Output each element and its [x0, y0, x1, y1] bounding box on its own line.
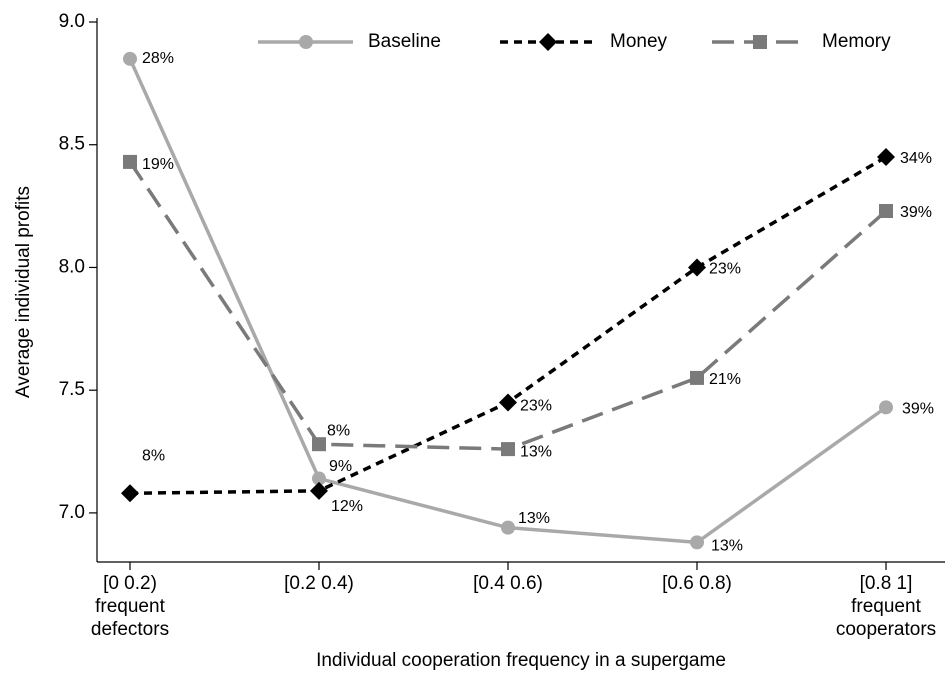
point-label: 9% [329, 458, 352, 475]
x-axis-label: Individual cooperation frequency in a su… [316, 650, 726, 671]
point [312, 437, 326, 452]
point-label: 21% [709, 371, 741, 388]
point [879, 400, 893, 415]
point [310, 481, 328, 500]
point [123, 154, 137, 169]
point-label: 23% [709, 261, 741, 278]
point [877, 148, 895, 166]
legend-label: Money [610, 31, 668, 52]
point [499, 393, 517, 412]
point-label: 39% [900, 204, 932, 221]
point-label: 13% [518, 510, 550, 527]
point [312, 471, 326, 486]
x-tick-label: [0.4 0.6) [473, 573, 543, 594]
point [501, 520, 515, 535]
y-tick-label: 8.0 [59, 256, 85, 277]
series-line [128, 58, 888, 545]
point [501, 442, 515, 457]
point-label: 13% [711, 538, 743, 555]
point-label: 23% [520, 398, 552, 415]
point-label: 12% [331, 498, 363, 515]
point-label: 19% [142, 156, 174, 173]
legend-marker [753, 35, 767, 49]
y-tick-label: 8.5 [59, 134, 85, 155]
point [121, 484, 139, 503]
point-label: 39% [902, 401, 934, 418]
point-label: 28% [142, 50, 174, 67]
point [690, 370, 704, 385]
y-axis-label: Average individual profits [13, 186, 34, 398]
x-tick-label: [0.8 1] frequent cooperators [836, 573, 936, 640]
x-tick-label: [0.2 0.4) [284, 573, 354, 594]
legend-marker [299, 35, 313, 49]
legend-label: Memory [822, 31, 891, 52]
legend-marker [539, 33, 557, 51]
x-tick-label: [0.6 0.8) [662, 573, 732, 594]
point-label: 8% [327, 422, 350, 439]
y-tick-label: 7.0 [59, 502, 85, 523]
x-tick-label: [0 0.2) frequent defectors [91, 573, 169, 640]
point-label: 8% [142, 447, 165, 464]
point [688, 258, 706, 277]
y-tick-label: 7.5 [59, 379, 85, 400]
legend-label: Baseline [368, 31, 441, 52]
point-label: 13% [520, 443, 552, 460]
point [123, 51, 137, 66]
point-label: 34% [900, 150, 932, 167]
point [879, 204, 893, 218]
point [690, 535, 704, 550]
y-tick-label: 9.0 [59, 11, 85, 32]
